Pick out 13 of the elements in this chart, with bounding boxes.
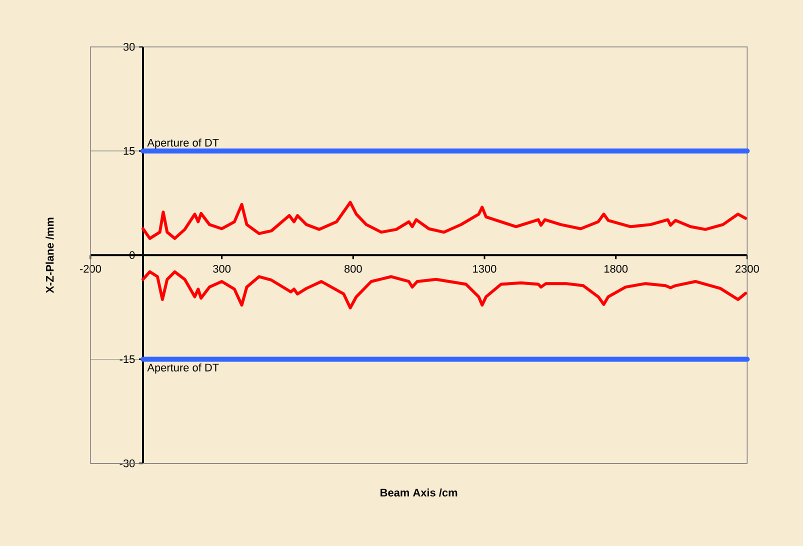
- series-label: Aperture of DT: [147, 363, 219, 374]
- x-axis-title: Beam Axis /cm: [380, 488, 458, 497]
- x-tick-label: 1300: [473, 264, 496, 273]
- x-tick-label: -200: [80, 264, 101, 273]
- series-label: Aperture of DT: [147, 138, 219, 149]
- y-tick-label: 15: [124, 147, 135, 155]
- y-tick-label: -15: [120, 355, 135, 364]
- y-axis-title: X-Z-Plane /mm: [46, 218, 54, 294]
- x-tick-label: 2300: [736, 264, 759, 273]
- line-series: [142, 200, 748, 240]
- x-tick-label: 300: [213, 264, 231, 273]
- x-tick-label: 800: [344, 264, 362, 273]
- x-tick-label: 1800: [604, 264, 628, 273]
